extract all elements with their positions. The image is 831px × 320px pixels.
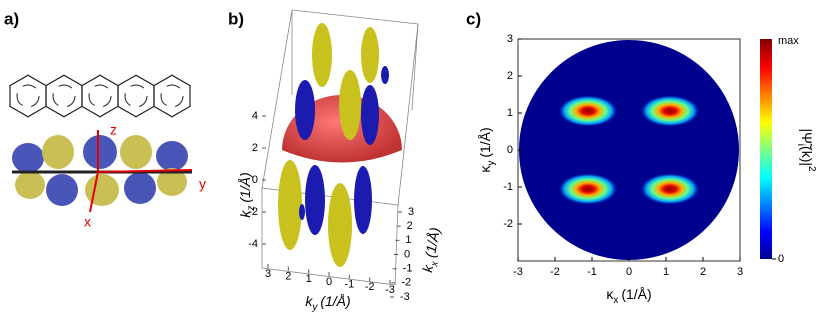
molecule-ring	[9, 74, 47, 118]
y-tick-label: -2	[365, 281, 375, 293]
x-tick-label: 0	[626, 266, 632, 278]
x-tick-label: 2	[407, 220, 413, 232]
colorbar-label: max	[778, 35, 799, 47]
z-tick-label: -2	[248, 206, 258, 218]
molecule-ring	[45, 74, 83, 118]
axis-label: z	[110, 122, 117, 138]
panel-label: c)	[466, 9, 481, 28]
isosurface	[278, 23, 389, 267]
y-tick-label: -1	[344, 279, 354, 291]
y-tick-label: 1	[507, 107, 513, 119]
y-tick-label: 2	[285, 271, 291, 283]
molecule-ring	[153, 74, 191, 118]
x-tick-label: 1	[405, 234, 411, 246]
y-tick-label: 2	[507, 70, 513, 82]
colorbar	[760, 39, 772, 259]
x-tick-label: 1	[663, 266, 669, 278]
x-tick-label: -3	[400, 291, 410, 303]
x-tick-label: -2	[401, 277, 411, 289]
x-tick-label: -2	[550, 266, 560, 278]
y-tick-label: 0	[326, 276, 332, 288]
heatmap	[519, 40, 739, 260]
x-tick-label: -3	[513, 266, 523, 278]
colorbar-label: 0	[778, 253, 784, 265]
molecule-bond	[124, 84, 148, 108]
axis-label: kx(1/Å)	[419, 226, 447, 274]
molecule-ring	[117, 74, 155, 118]
x-tick-label: -1	[403, 263, 413, 275]
panel-label: a)	[4, 9, 19, 28]
x-tick-label: 0	[404, 248, 410, 260]
colorbar-title: |Ψ̃i(k)|2	[795, 128, 817, 172]
axis-label: x	[84, 214, 91, 230]
molecule-bond	[88, 84, 112, 108]
z-tick-label: 0	[252, 174, 258, 186]
molecule-ring	[81, 74, 119, 118]
y-tick-label: -3	[385, 284, 395, 296]
axes-arrows	[89, 130, 193, 213]
y-tick-label: 0	[507, 144, 513, 156]
panel-label: b)	[228, 9, 244, 28]
x-tick-label: 3	[408, 206, 414, 218]
y-tick-label: 3	[265, 268, 271, 280]
molecule-bond	[160, 84, 184, 108]
y-tick-label: 3	[507, 33, 513, 45]
y-tick-label: -1	[503, 181, 513, 193]
x-tick-label: -1	[587, 266, 597, 278]
x-tick-label: 2	[700, 266, 706, 278]
y-tick-label: 1	[306, 273, 312, 285]
box	[261, 9, 419, 286]
axis-label: y	[199, 176, 206, 192]
z-tick-label: -4	[248, 238, 258, 250]
axis-label: ky (1/Å)	[305, 293, 350, 313]
y-tick-label: -2	[503, 218, 513, 230]
axis-label: κy(1/Å)	[477, 127, 497, 172]
molecule-bond	[52, 84, 76, 108]
z-tick-label: 4	[252, 110, 258, 122]
x-tick-label: 3	[737, 266, 743, 278]
axis-label: kz(1/Å)	[237, 172, 257, 217]
z-tick-label: 2	[252, 142, 258, 154]
molecule-bond	[16, 84, 40, 108]
axis-label: κx (1/Å)	[606, 286, 651, 306]
